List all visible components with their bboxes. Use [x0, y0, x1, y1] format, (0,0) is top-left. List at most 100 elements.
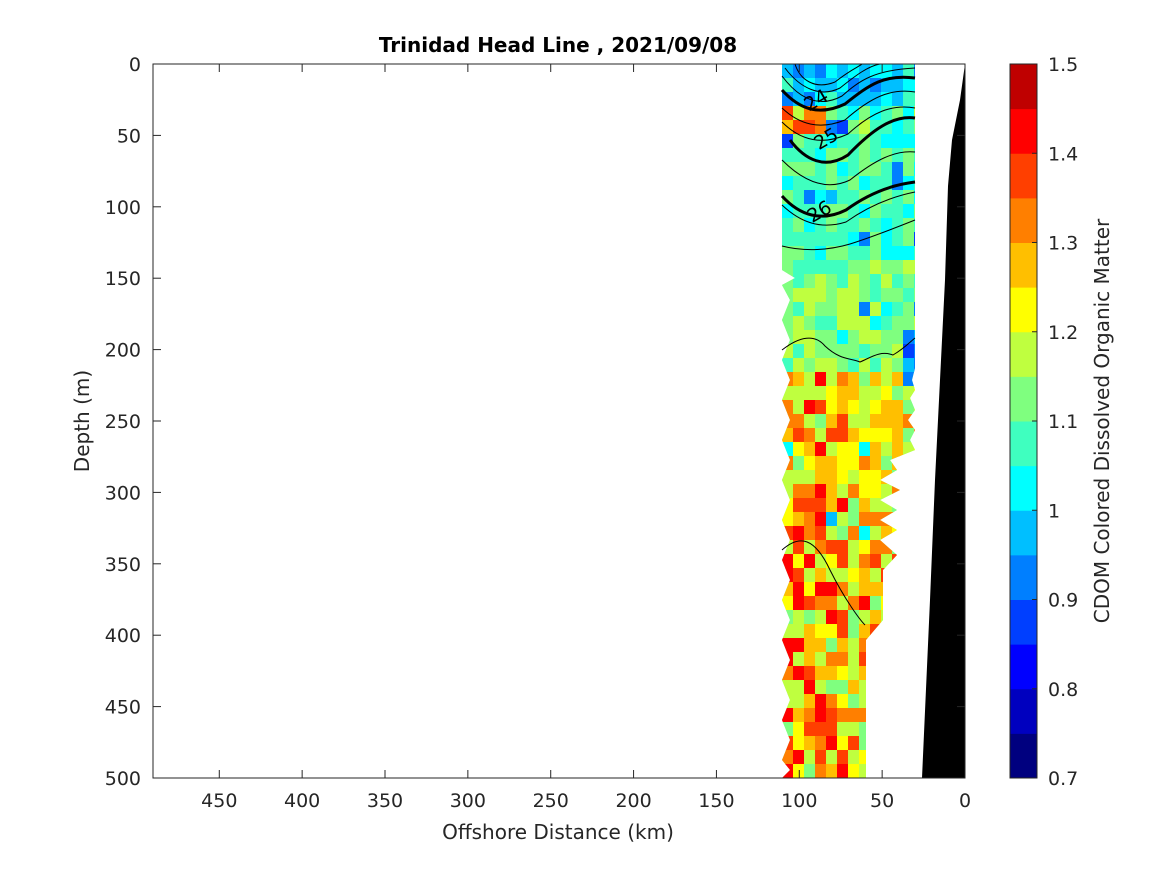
- cdom-cell: [782, 568, 794, 583]
- cdom-cell: [826, 162, 838, 177]
- cdom-cell: [881, 316, 893, 331]
- cdom-cell: [903, 232, 915, 247]
- cdom-cell: [859, 106, 871, 121]
- cdom-cell: [837, 106, 849, 121]
- cdom-cell: [914, 190, 915, 205]
- cdom-cell: [903, 302, 915, 317]
- y-axis: 0 50 100 150 200 250 300 350 400 450 500: [105, 54, 965, 790]
- cdom-cell: [859, 568, 871, 583]
- x-tick-label: 450: [201, 790, 237, 812]
- cdom-cell: [903, 260, 915, 275]
- y-tick-label: 450: [105, 697, 141, 719]
- cdom-cell: [804, 456, 816, 471]
- cdom-cell: [903, 162, 915, 177]
- cdom-cell: [837, 442, 849, 457]
- cdom-cell: [804, 134, 816, 149]
- cdom-cell: [848, 652, 860, 667]
- cdom-cell: [815, 512, 827, 527]
- cdom-cell: [782, 372, 794, 387]
- cdom-cell: [848, 470, 860, 485]
- cdom-cell: [914, 386, 915, 401]
- cdom-cell: [815, 736, 827, 751]
- cdom-cell: [782, 498, 794, 513]
- cdom-cell: [914, 652, 915, 667]
- cdom-cell: [793, 498, 805, 513]
- cdom-cell: [892, 218, 904, 233]
- cdom-cell: [782, 330, 794, 345]
- cdom-cell: [793, 442, 805, 457]
- cdom-cell: [870, 624, 882, 639]
- cdom-cell: [870, 610, 882, 625]
- cdom-cell: [870, 470, 882, 485]
- cdom-cell: [881, 358, 893, 373]
- cdom-cell: [859, 204, 871, 219]
- cdom-cell: [804, 568, 816, 583]
- cdom-cell: [815, 610, 827, 625]
- cdom-cell: [793, 162, 805, 177]
- cdom-cell: [782, 764, 794, 778]
- cdom-cell: [859, 666, 871, 681]
- cdom-cell: [903, 526, 915, 541]
- cdom-cell: [859, 330, 871, 345]
- cdom-cell: [837, 246, 849, 261]
- cdom-cell: [815, 652, 827, 667]
- cdom-cell: [892, 204, 904, 219]
- cdom-cell: [793, 260, 805, 275]
- density-contour-line: [788, 116, 916, 164]
- cdom-cell: [859, 176, 871, 191]
- cdom-cell: [870, 722, 882, 737]
- cdom-cell: [881, 274, 893, 289]
- cdom-cell: [881, 260, 893, 275]
- cdom-cell: [848, 512, 860, 527]
- x-tick-label: 300: [450, 790, 486, 812]
- cdom-cell: [903, 750, 915, 765]
- cdom-cell: [804, 442, 816, 457]
- cdom-cell: [870, 736, 882, 751]
- colorbar-swatch: [1010, 554, 1037, 600]
- cdom-cell: [815, 414, 827, 429]
- y-tick-label: 400: [105, 625, 141, 647]
- cdom-cell: [870, 372, 882, 387]
- cdom-cell: [859, 526, 871, 541]
- cdom-cell: [881, 288, 893, 303]
- cdom-cell: [892, 232, 904, 247]
- cdom-cell: [826, 232, 838, 247]
- cdom-cell: [815, 386, 827, 401]
- colorbar-tick-label: 1.4: [1048, 143, 1078, 165]
- cdom-cell: [903, 764, 915, 778]
- cdom-cell: [892, 176, 904, 191]
- cdom-cell: [859, 652, 871, 667]
- cdom-cell: [782, 316, 794, 331]
- cdom-cell: [782, 666, 794, 681]
- cdom-cell: [848, 344, 860, 359]
- cdom-cell: [826, 400, 838, 415]
- cdom-cell: [804, 512, 816, 527]
- cdom-cell: [859, 456, 871, 471]
- y-tick-label: 200: [105, 340, 141, 362]
- cdom-cell: [826, 764, 838, 778]
- cdom-cell: [826, 624, 838, 639]
- cdom-cell: [782, 736, 794, 751]
- cdom-cell: [837, 764, 849, 778]
- cdom-cell: [848, 386, 860, 401]
- cdom-cell: [837, 610, 849, 625]
- cdom-cell: [826, 750, 838, 765]
- cdom-cell: [903, 638, 915, 653]
- cdom-cell: [837, 260, 849, 275]
- cdom-cell: [870, 162, 882, 177]
- cdom-cell: [892, 148, 904, 163]
- cdom-cell: [848, 260, 860, 275]
- colorbar-tick-label: 1.3: [1048, 233, 1078, 255]
- cdom-cell: [793, 372, 805, 387]
- cdom-cell: [903, 582, 915, 597]
- cdom-cell: [837, 456, 849, 471]
- cdom-cell: [914, 540, 915, 555]
- cdom-cell: [881, 176, 893, 191]
- cdom-cell: [881, 484, 893, 499]
- cdom-cell: [903, 344, 915, 359]
- cdom-cell: [804, 176, 816, 191]
- cdom-cell: [881, 624, 893, 639]
- density-contour-line: [780, 180, 916, 218]
- cdom-cell: [826, 260, 838, 275]
- cdom-cell: [903, 64, 915, 79]
